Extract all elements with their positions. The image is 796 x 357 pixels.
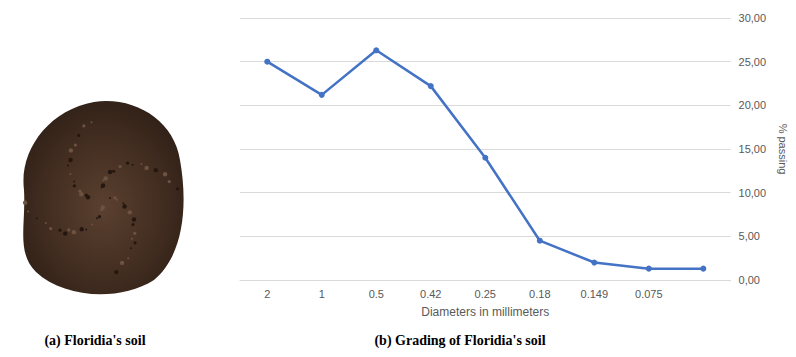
svg-text:0.42: 0.42 — [420, 288, 441, 300]
svg-text:2: 2 — [264, 288, 270, 300]
svg-text:0.18: 0.18 — [529, 288, 550, 300]
svg-text:1: 1 — [319, 288, 325, 300]
html-text:(b) Grading of Floridia's soil: (b) Grading of Floridia's soil — [374, 333, 546, 348]
svg-text:0,00: 0,00 — [739, 274, 760, 286]
svg-text:0.149: 0.149 — [581, 288, 609, 300]
svg-text:10,00: 10,00 — [739, 187, 767, 199]
svg-text:Diameters in millimeters: Diameters in millimeters — [421, 305, 549, 319]
svg-text:25,00: 25,00 — [739, 56, 767, 68]
html-text:(a) Floridia's soil: (a) Floridia's soil — [44, 333, 146, 348]
svg-text:% passing: % passing — [777, 124, 789, 175]
svg-text:15,00: 15,00 — [739, 143, 767, 155]
svg-text:5,00: 5,00 — [739, 230, 760, 242]
svg-text:0.5: 0.5 — [369, 288, 384, 300]
svg-text:0.25: 0.25 — [475, 288, 496, 300]
svg-text:0.075: 0.075 — [635, 288, 663, 300]
svg-text:20,00: 20,00 — [739, 99, 767, 111]
svg-text:30,00: 30,00 — [739, 12, 767, 24]
